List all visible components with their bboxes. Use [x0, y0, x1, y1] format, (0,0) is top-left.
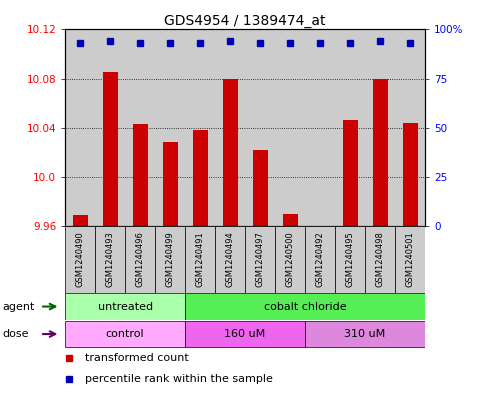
- Bar: [305, 321, 425, 347]
- Bar: [65, 293, 185, 320]
- Bar: [335, 29, 365, 226]
- Bar: [253, 150, 268, 226]
- Bar: [125, 29, 155, 226]
- Bar: [395, 226, 425, 293]
- Bar: [305, 29, 335, 226]
- Bar: [275, 29, 305, 226]
- Bar: [245, 29, 275, 226]
- Text: GSM1240495: GSM1240495: [345, 231, 355, 287]
- Text: GSM1240491: GSM1240491: [196, 231, 205, 287]
- Text: GSM1240497: GSM1240497: [256, 231, 265, 287]
- Bar: [335, 226, 365, 293]
- Bar: [215, 29, 245, 226]
- Bar: [95, 226, 125, 293]
- Bar: [372, 79, 387, 226]
- Bar: [95, 29, 125, 226]
- Bar: [125, 226, 155, 293]
- Bar: [163, 142, 178, 226]
- Text: GSM1240500: GSM1240500: [285, 231, 295, 287]
- Bar: [65, 321, 185, 347]
- Text: GSM1240496: GSM1240496: [136, 231, 145, 287]
- Bar: [65, 226, 95, 293]
- Text: GSM1240492: GSM1240492: [315, 231, 325, 287]
- Text: cobalt chloride: cobalt chloride: [264, 301, 346, 312]
- Bar: [185, 321, 305, 347]
- Bar: [245, 226, 275, 293]
- Bar: [365, 226, 395, 293]
- Bar: [215, 226, 245, 293]
- Bar: [73, 215, 88, 226]
- Bar: [223, 79, 238, 226]
- Bar: [133, 124, 148, 226]
- Text: GSM1240490: GSM1240490: [76, 231, 85, 287]
- Bar: [342, 120, 357, 226]
- Text: GSM1240499: GSM1240499: [166, 231, 175, 287]
- Text: GSM1240501: GSM1240501: [406, 231, 414, 287]
- Bar: [155, 226, 185, 293]
- Bar: [365, 29, 395, 226]
- Bar: [402, 123, 417, 226]
- Text: dose: dose: [2, 329, 29, 339]
- Text: 160 uM: 160 uM: [225, 329, 266, 339]
- Bar: [275, 226, 305, 293]
- Bar: [283, 214, 298, 226]
- Text: untreated: untreated: [98, 301, 153, 312]
- Text: percentile rank within the sample: percentile rank within the sample: [85, 374, 273, 384]
- Text: 310 uM: 310 uM: [344, 329, 386, 339]
- Text: GSM1240493: GSM1240493: [106, 231, 114, 287]
- Title: GDS4954 / 1389474_at: GDS4954 / 1389474_at: [164, 15, 326, 28]
- Bar: [155, 29, 185, 226]
- Bar: [193, 130, 208, 226]
- Bar: [305, 226, 335, 293]
- Text: agent: agent: [2, 301, 35, 312]
- Bar: [65, 29, 95, 226]
- Bar: [395, 29, 425, 226]
- Text: GSM1240498: GSM1240498: [376, 231, 384, 287]
- Bar: [185, 29, 215, 226]
- Bar: [103, 72, 118, 226]
- Bar: [185, 226, 215, 293]
- Bar: [185, 293, 425, 320]
- Text: transformed count: transformed count: [85, 353, 189, 363]
- Text: GSM1240494: GSM1240494: [226, 231, 235, 287]
- Text: control: control: [106, 329, 144, 339]
